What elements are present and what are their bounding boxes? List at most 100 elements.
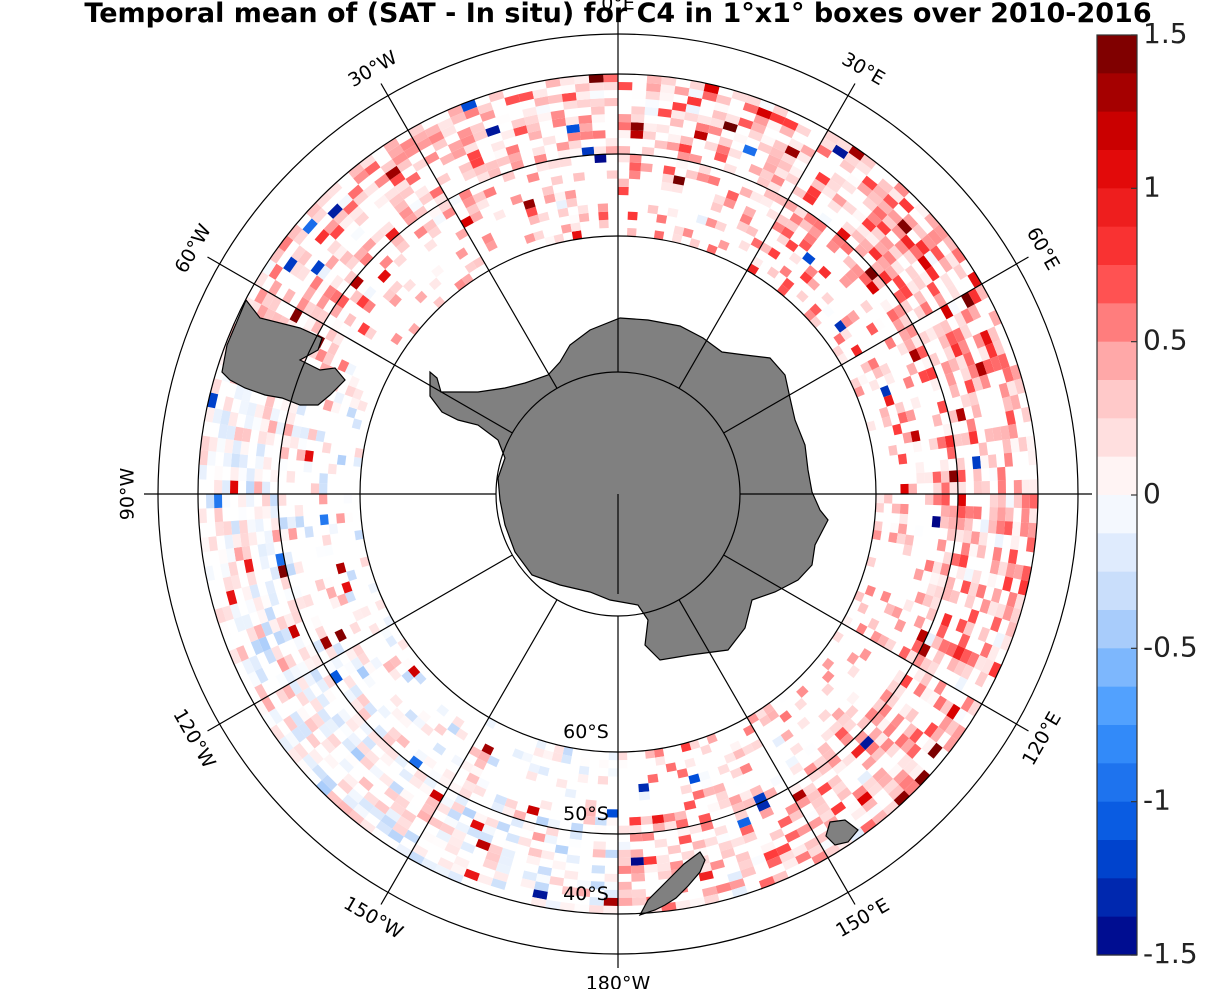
data-cell [766, 709, 780, 722]
data-cell [728, 147, 743, 160]
data-cell [631, 114, 645, 123]
data-cell [356, 665, 370, 680]
data-cell [245, 626, 259, 643]
data-cell [720, 847, 736, 860]
data-cell [460, 215, 474, 228]
data-cell [283, 653, 297, 669]
data-cell [1000, 425, 1011, 440]
data-cell [560, 84, 576, 94]
data-cell [427, 205, 443, 219]
data-cell [789, 762, 804, 776]
data-cell [561, 886, 577, 896]
data-cell [405, 802, 421, 817]
data-cell [460, 841, 476, 854]
data-cell [463, 106, 480, 120]
data-cell [524, 114, 539, 126]
data-cell [326, 733, 342, 749]
data-cell [772, 870, 789, 884]
data-cell [866, 420, 877, 432]
data-cell [675, 159, 689, 170]
data-cell [971, 569, 982, 584]
data-cell [370, 229, 386, 244]
data-cell [344, 326, 358, 341]
data-cell [208, 436, 218, 452]
data-cell [820, 137, 837, 152]
data-cell [698, 870, 714, 882]
data-cell [750, 853, 767, 867]
data-cell [769, 278, 782, 291]
data-cell [285, 411, 297, 425]
data-cell [990, 355, 1003, 372]
data-cell [663, 165, 676, 176]
data-cell [928, 437, 939, 451]
data-cell [891, 503, 901, 514]
data-cell [204, 406, 215, 423]
data-cell [679, 135, 694, 146]
data-cell [442, 206, 457, 220]
data-cell [872, 767, 888, 783]
data-cell [405, 171, 421, 186]
data-cell [739, 789, 753, 802]
data-cell [906, 743, 922, 759]
data-cell [894, 618, 907, 633]
data-cell [702, 886, 718, 897]
data-cell [758, 752, 772, 766]
data-cell [900, 234, 916, 250]
data-cell [500, 847, 516, 860]
data-cell [254, 468, 263, 482]
data-cell [254, 667, 269, 684]
longitude-label: 90°W [117, 468, 139, 521]
data-cell [700, 778, 713, 790]
data-cell [949, 384, 961, 399]
data-cell [378, 772, 394, 788]
data-cell [314, 625, 328, 640]
data-cell [413, 769, 428, 783]
data-cell [902, 375, 915, 389]
data-cell [285, 563, 297, 577]
data-cell [475, 838, 491, 852]
data-cell [951, 247, 967, 264]
data-cell [451, 716, 465, 729]
data-cell [877, 199, 894, 215]
data-cell [575, 91, 591, 101]
data-cell [359, 556, 370, 568]
data-cell [389, 694, 403, 708]
data-cell [888, 444, 898, 456]
latitude-label: 40°S [563, 883, 609, 905]
colorbar-tick-label: -0.5 [1143, 630, 1198, 663]
data-cell [576, 99, 591, 109]
data-cell [629, 170, 641, 180]
data-cell [281, 435, 292, 448]
data-cell [973, 481, 982, 494]
data-cell [603, 889, 618, 898]
data-cell [788, 138, 804, 152]
data-cell [493, 870, 509, 883]
data-cell [537, 111, 552, 123]
data-cell [748, 163, 763, 177]
data-cell [264, 606, 276, 622]
data-cell [550, 109, 566, 120]
data-cell [605, 849, 618, 858]
data-cell [348, 809, 365, 825]
data-cell [618, 122, 631, 131]
data-cell [578, 114, 593, 124]
data-cell [570, 222, 581, 232]
data-cell [347, 788, 364, 804]
data-cell [905, 409, 917, 422]
data-cell [954, 676, 968, 692]
data-cell [731, 885, 748, 898]
data-cell [322, 674, 337, 689]
data-cell [676, 768, 689, 779]
data-cell [454, 794, 469, 807]
data-cell [1019, 522, 1029, 538]
colorbar-segment [1097, 73, 1137, 113]
data-cell [262, 456, 272, 470]
data-cell [353, 246, 368, 262]
data-cell [879, 689, 894, 704]
colorbar-segment [1097, 418, 1137, 458]
data-cell [381, 241, 396, 256]
data-cell [412, 130, 429, 145]
data-cell [544, 834, 558, 845]
data-cell [782, 857, 799, 871]
data-cell [927, 229, 943, 246]
